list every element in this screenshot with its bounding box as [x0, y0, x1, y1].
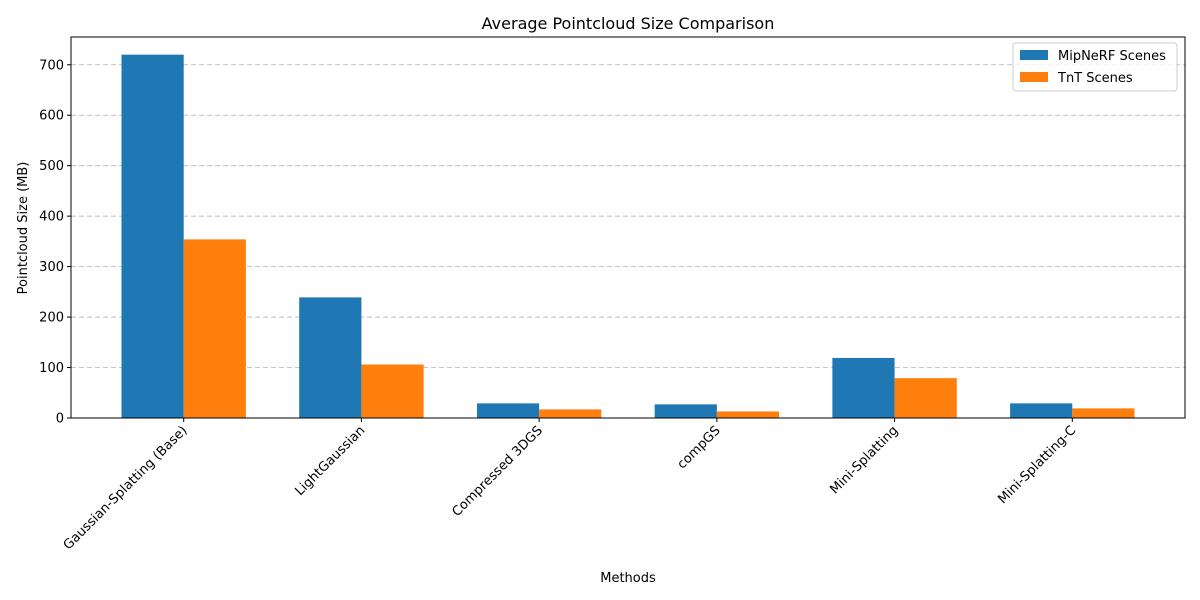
y-tick-label: 400	[39, 210, 64, 225]
bar-mipnerf	[1010, 403, 1073, 418]
legend-swatch-tnt	[1020, 72, 1048, 82]
y-tick-label: 100	[39, 361, 64, 376]
bar-mipnerf	[654, 404, 717, 418]
y-tick-label: 700	[39, 58, 64, 73]
bar-mipnerf	[832, 357, 895, 418]
y-tick-label: 300	[39, 260, 64, 275]
legend-box	[1012, 42, 1178, 92]
legend: MipNeRF Scenes TnT Scenes	[1012, 42, 1178, 92]
bar-tnt	[183, 239, 246, 418]
legend-label-mipnerf: MipNeRF Scenes	[1058, 49, 1166, 64]
bar-mipnerf	[476, 403, 540, 418]
bars	[121, 54, 1135, 418]
x-axis-label: Methods	[600, 571, 656, 586]
y-tick-label: 200	[39, 311, 64, 326]
y-axis: 0 100 200 300 400 500 600 700	[39, 58, 71, 427]
bar-mipnerf	[121, 54, 184, 418]
bar-mipnerf	[299, 297, 362, 418]
bar-tnt	[894, 378, 957, 418]
legend-swatch-mipnerf	[1020, 50, 1048, 60]
y-tick-label: 0	[56, 412, 64, 427]
bar-tnt	[539, 409, 602, 418]
y-axis-label: Pointcloud Size (MB)	[16, 162, 31, 295]
y-tick-label: 500	[39, 159, 64, 174]
bar-tnt	[1072, 408, 1135, 418]
bar-tnt	[716, 411, 780, 418]
plot-frame	[70, 36, 1186, 419]
bar-tnt	[361, 364, 424, 418]
legend-label-tnt: TnT Scenes	[1057, 71, 1133, 86]
chart-title: Average Pointcloud Size Comparison	[482, 14, 775, 33]
y-tick-label: 600	[39, 109, 64, 124]
